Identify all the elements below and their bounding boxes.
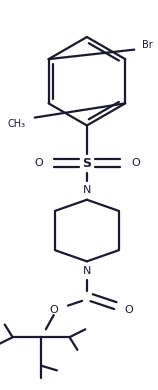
Text: O: O	[50, 305, 58, 316]
Text: O: O	[131, 158, 140, 168]
Text: O: O	[125, 305, 134, 316]
Text: O: O	[34, 158, 43, 168]
Text: Br: Br	[142, 40, 153, 50]
Text: N: N	[83, 185, 91, 195]
Text: CH₃: CH₃	[8, 119, 26, 129]
Text: S: S	[82, 157, 91, 170]
Text: N: N	[83, 266, 91, 276]
